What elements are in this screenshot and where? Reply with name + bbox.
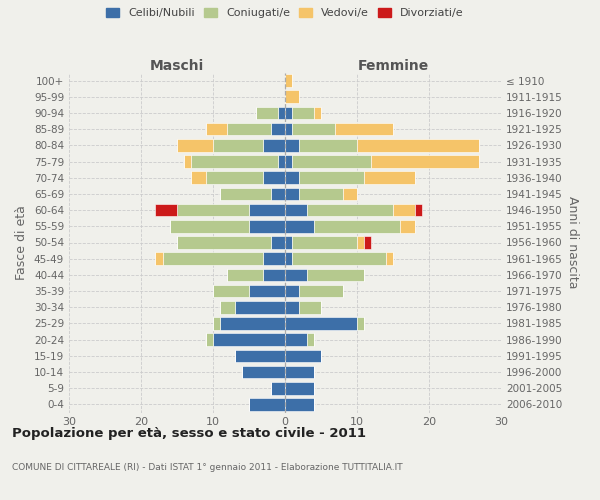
Bar	[285, 220, 314, 232]
Bar	[415, 204, 422, 216]
Bar	[191, 172, 206, 184]
Bar	[357, 236, 364, 249]
Bar	[364, 236, 371, 249]
Bar	[285, 106, 292, 120]
Bar	[271, 236, 285, 249]
Bar	[285, 188, 299, 200]
Bar	[299, 139, 357, 151]
Bar	[191, 155, 278, 168]
Bar	[307, 268, 364, 281]
Bar	[285, 382, 314, 394]
Bar	[285, 252, 292, 265]
Bar	[299, 188, 343, 200]
Bar	[227, 268, 263, 281]
Bar	[170, 220, 249, 232]
Bar	[285, 268, 307, 281]
Legend: Celibi/Nubili, Coniugati/e, Vedovi/e, Divorziati/e: Celibi/Nubili, Coniugati/e, Vedovi/e, Di…	[102, 4, 468, 22]
Bar	[285, 366, 314, 378]
Bar	[371, 155, 479, 168]
Bar	[271, 382, 285, 394]
Bar	[386, 252, 393, 265]
Bar	[249, 398, 285, 410]
Bar	[307, 334, 314, 346]
Bar	[292, 155, 371, 168]
Bar	[263, 139, 285, 151]
Bar	[184, 155, 191, 168]
Bar	[206, 334, 213, 346]
Bar	[364, 172, 415, 184]
Bar	[292, 252, 386, 265]
Text: Popolazione per età, sesso e stato civile - 2011: Popolazione per età, sesso e stato civil…	[12, 428, 366, 440]
Bar	[213, 139, 263, 151]
Bar	[285, 398, 314, 410]
Bar	[220, 188, 271, 200]
Bar	[314, 220, 400, 232]
Text: Femmine: Femmine	[358, 58, 428, 72]
Bar	[177, 204, 249, 216]
Bar	[357, 139, 479, 151]
Bar	[220, 317, 285, 330]
Bar	[155, 252, 163, 265]
Bar	[213, 285, 249, 298]
Bar	[213, 334, 285, 346]
Bar	[307, 204, 393, 216]
Bar	[285, 334, 307, 346]
Bar	[343, 188, 357, 200]
Bar	[177, 139, 213, 151]
Bar	[285, 74, 292, 87]
Bar	[314, 106, 321, 120]
Bar	[393, 204, 415, 216]
Bar	[285, 90, 299, 103]
Bar	[400, 220, 415, 232]
Bar	[242, 366, 285, 378]
Text: COMUNE DI CITTAREALE (RI) - Dati ISTAT 1° gennaio 2011 - Elaborazione TUTTITALIA: COMUNE DI CITTAREALE (RI) - Dati ISTAT 1…	[12, 462, 403, 471]
Bar	[299, 285, 343, 298]
Bar	[271, 123, 285, 136]
Bar	[227, 123, 271, 136]
Bar	[292, 106, 314, 120]
Bar	[299, 172, 364, 184]
Bar	[249, 220, 285, 232]
Bar	[285, 285, 299, 298]
Bar	[335, 123, 393, 136]
Bar	[285, 204, 307, 216]
Bar	[235, 301, 285, 314]
Bar	[235, 350, 285, 362]
Bar	[249, 204, 285, 216]
Bar	[213, 317, 220, 330]
Y-axis label: Anni di nascita: Anni di nascita	[566, 196, 579, 288]
Bar	[285, 155, 292, 168]
Bar	[278, 106, 285, 120]
Bar	[278, 155, 285, 168]
Bar	[220, 301, 235, 314]
Y-axis label: Fasce di età: Fasce di età	[16, 205, 28, 280]
Bar	[177, 236, 271, 249]
Bar	[163, 252, 263, 265]
Bar	[263, 268, 285, 281]
Bar	[285, 350, 321, 362]
Bar	[263, 252, 285, 265]
Bar	[285, 301, 299, 314]
Bar	[285, 172, 299, 184]
Bar	[357, 317, 364, 330]
Bar	[271, 188, 285, 200]
Bar	[256, 106, 278, 120]
Bar	[292, 123, 335, 136]
Bar	[299, 301, 321, 314]
Bar	[285, 139, 299, 151]
Bar	[206, 172, 263, 184]
Text: Maschi: Maschi	[150, 58, 204, 72]
Bar	[285, 236, 292, 249]
Bar	[263, 172, 285, 184]
Bar	[155, 204, 177, 216]
Bar	[249, 285, 285, 298]
Bar	[292, 236, 357, 249]
Bar	[285, 317, 357, 330]
Bar	[206, 123, 227, 136]
Bar	[285, 123, 292, 136]
